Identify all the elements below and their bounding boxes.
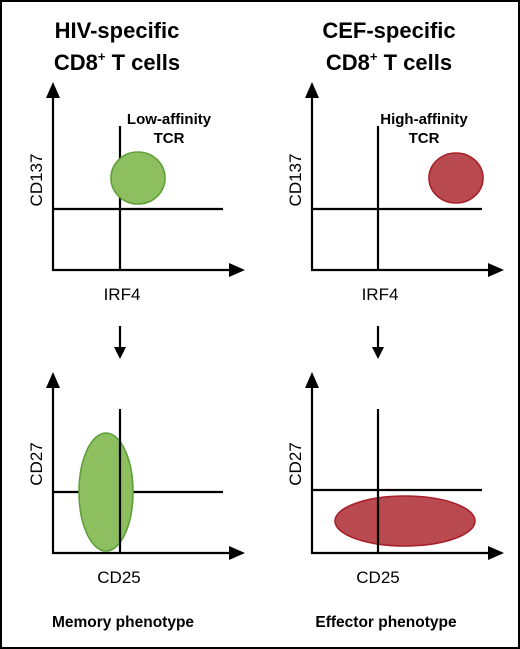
right-top-x-arrow bbox=[488, 263, 504, 277]
right-top-plot: High-affinity TCR CD137 IRF4 bbox=[286, 82, 504, 304]
left-down-arrow bbox=[114, 326, 126, 359]
right-bottom-population bbox=[334, 495, 476, 547]
right-top-y-label: CD137 bbox=[286, 154, 305, 207]
left-bottom-y-arrow bbox=[46, 372, 60, 388]
left-bottom-population bbox=[78, 432, 134, 552]
left-title-line1: HIV-specific bbox=[55, 18, 180, 43]
right-phenotype-label: Effector phenotype bbox=[315, 614, 457, 631]
left-top-x-label: IRF4 bbox=[104, 285, 141, 304]
right-tcr-label-line2: TCR bbox=[409, 130, 440, 147]
left-top-x-arrow bbox=[229, 263, 245, 277]
left-bottom-plot: CD27 CD25 bbox=[27, 372, 245, 587]
right-bottom-axes bbox=[310, 384, 493, 555]
left-top-plot: Low-affinity TCR CD137 IRF4 bbox=[27, 82, 245, 304]
right-top-population bbox=[428, 152, 484, 204]
right-down-arrow bbox=[372, 326, 384, 359]
right-top-x-label: IRF4 bbox=[362, 285, 399, 304]
right-title-line1: CEF-specific bbox=[322, 18, 455, 43]
right-tcr-label-line1: High-affinity bbox=[380, 111, 468, 128]
left-bottom-y-label: CD27 bbox=[27, 442, 46, 485]
right-bottom-x-arrow bbox=[488, 546, 504, 560]
left-bottom-axes bbox=[51, 384, 234, 555]
right-top-axes bbox=[310, 94, 493, 272]
right-bottom-y-label: CD27 bbox=[286, 442, 305, 485]
right-bottom-x-label: CD25 bbox=[356, 568, 399, 587]
right-bottom-y-arrow bbox=[305, 372, 319, 388]
right-top-y-arrow bbox=[305, 82, 319, 98]
left-bottom-x-arrow bbox=[229, 546, 245, 560]
left-top-population bbox=[110, 151, 166, 205]
left-bottom-x-label: CD25 bbox=[97, 568, 140, 587]
left-tcr-label-line1: Low-affinity bbox=[127, 111, 212, 128]
left-top-axes bbox=[51, 94, 234, 272]
left-top-y-label: CD137 bbox=[27, 154, 46, 207]
left-title-line2: CD8+ T cells bbox=[54, 49, 180, 75]
right-title-line2: CD8+ T cells bbox=[326, 49, 452, 75]
right-bottom-plot: CD27 CD25 bbox=[286, 372, 504, 587]
left-tcr-label-line2: TCR bbox=[154, 130, 185, 147]
left-top-y-arrow bbox=[46, 82, 60, 98]
left-phenotype-label: Memory phenotype bbox=[52, 614, 194, 631]
